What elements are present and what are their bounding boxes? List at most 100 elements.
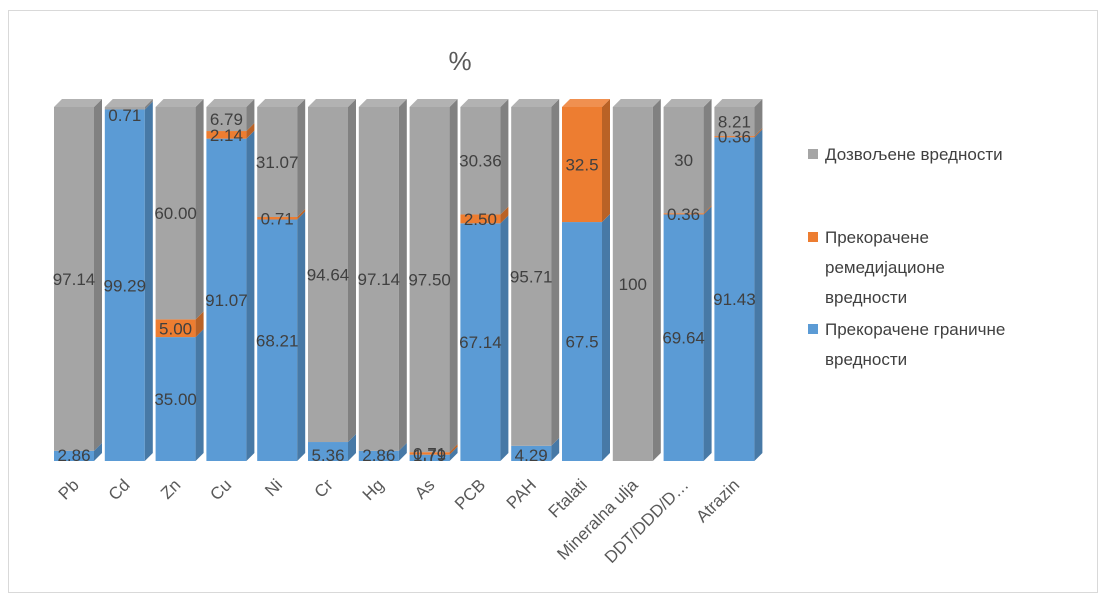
legend-label-limit-line2: вредности [825,350,907,369]
bar-segment-8-1 [460,214,501,224]
legend-swatch-remediation [808,232,818,242]
bar-segment-3-1-side [246,123,255,139]
bar-segment-4-0 [257,219,298,461]
data-label-5-2: 94.64 [307,266,350,285]
bar-segment-0-2 [54,107,94,451]
category-label-0: Pb [55,475,83,503]
bar-segment-12-0-side [703,206,712,461]
data-label-9-2: 95.71 [510,267,553,286]
bar-segment-4-1-side [297,208,306,220]
bar-segment-2-2-side [195,99,204,320]
bar-segment-3-2 [206,107,247,132]
data-label-4-0: 68.21 [256,331,299,350]
data-label-13-1: 0.36 [718,128,751,147]
data-label-8-0: 67.14 [459,333,502,352]
category-label-1: Cd [105,475,134,504]
bar-segment-12-2-side [703,99,712,214]
bar-segment-4-0-side [297,211,306,461]
bar-segment-5-0-side [348,434,356,461]
data-label-6-2: 97.14 [358,270,401,289]
bar-top-0 [54,99,102,107]
data-label-9-0: 4.29 [515,446,548,465]
bar-segment-9-0-side [551,437,560,461]
data-label-3-1: 2.14 [210,126,243,145]
data-label-0-2: 97.14 [53,270,96,289]
bar-segment-0-2-side [94,99,102,451]
bar-top-2 [155,99,204,107]
data-label-2-1: 5.00 [159,319,192,338]
bar-segment-13-0 [714,137,755,461]
bar-segment-0-0 [54,450,94,461]
bar-segment-12-1 [663,213,704,215]
bar-segment-9-2-side [551,99,560,446]
data-label-13-2: 8.21 [718,113,751,132]
bar-segment-3-0 [206,138,247,462]
data-label-12-1: 0.36 [667,205,700,224]
bar-top-10 [562,99,610,107]
bar-top-1 [104,99,153,107]
data-label-3-0: 91.07 [205,291,248,310]
category-label-5: Cr [311,475,337,501]
bar-segment-12-1-side [703,205,712,215]
bar-segment-13-1-side [754,128,763,138]
legend: Дозвољене вредности Прекорачене ремедија… [808,145,1005,369]
bar-segment-8-2-side [500,99,509,215]
bar-top-7 [409,99,458,107]
bar-segment-5-2-side [348,99,356,443]
legend-label-allowed: Дозвољене вредности [825,145,1003,164]
bar-segment-12-2 [663,107,704,214]
data-label-3-2: 6.79 [210,110,243,129]
bar-segment-8-0 [460,223,501,461]
bar-top-8 [460,99,509,107]
category-label-8: PCB [451,475,489,513]
data-label-8-2: 30.36 [459,152,502,171]
legend-swatch-limit [808,324,818,334]
bar-segment-2-1 [155,319,196,338]
bar-segment-1-2 [104,107,145,110]
data-label-0-0: 2.86 [57,446,90,465]
data-label-1-2: 0.71 [108,106,141,125]
bar-segment-4-2-side [297,99,306,217]
bar-segment-7-2 [409,107,450,453]
bar-segment-8-0-side [500,215,509,461]
bar-segment-2-0 [155,337,196,461]
bar-segment-10-1-side [602,99,610,223]
bar-top-4 [257,99,306,107]
bar-top-9 [511,99,560,107]
bar-top-5 [308,99,356,107]
legend-label-remediation-line3: вредности [825,288,907,307]
bar-segment-5-2 [308,107,348,443]
bar-segment-11-2-side [652,99,661,461]
category-label-4: Ni [261,475,286,500]
category-label-3: Cu [206,475,235,504]
bar-segment-7-1 [409,452,450,455]
bar-segment-1-0-side [144,101,153,461]
data-label-2-0: 35.00 [154,390,197,409]
bar-segment-6-0-side [398,442,407,461]
legend-label-limit-line1: Прекорачене граничне [825,320,1005,339]
bar-segment-7-0 [409,454,450,461]
bar-segment-3-0-side [246,130,255,462]
bar-segment-1-0 [104,109,145,461]
data-label-7-0: 1.79 [413,446,446,465]
bar-segment-10-0 [562,222,602,461]
data-label-1-0: 99.29 [104,276,147,295]
data-label-7-1: 0.71 [413,444,446,463]
bar-segment-9-0 [511,445,552,461]
bar-segment-1-2-side [144,99,153,110]
bar-segment-8-1-side [500,206,509,224]
chart-title: % [448,46,471,76]
data-label-10-0: 67.5 [565,333,598,352]
bar-segment-6-2-side [398,99,407,451]
data-label-7-2: 97.50 [408,271,451,290]
data-label-4-1: 0.71 [261,209,294,228]
category-label-2: Zn [157,475,184,502]
category-label-7: As [411,475,438,502]
bar-segment-7-2-side [449,99,458,453]
bar-segment-3-1 [206,131,247,139]
bar-segment-11-2 [612,107,653,461]
category-label-6: Hg [359,475,388,504]
data-labels-group: 2.86 97.14 99.29 0.71 35.00 5.00 60.00 91.07 2.1… [53,106,756,465]
